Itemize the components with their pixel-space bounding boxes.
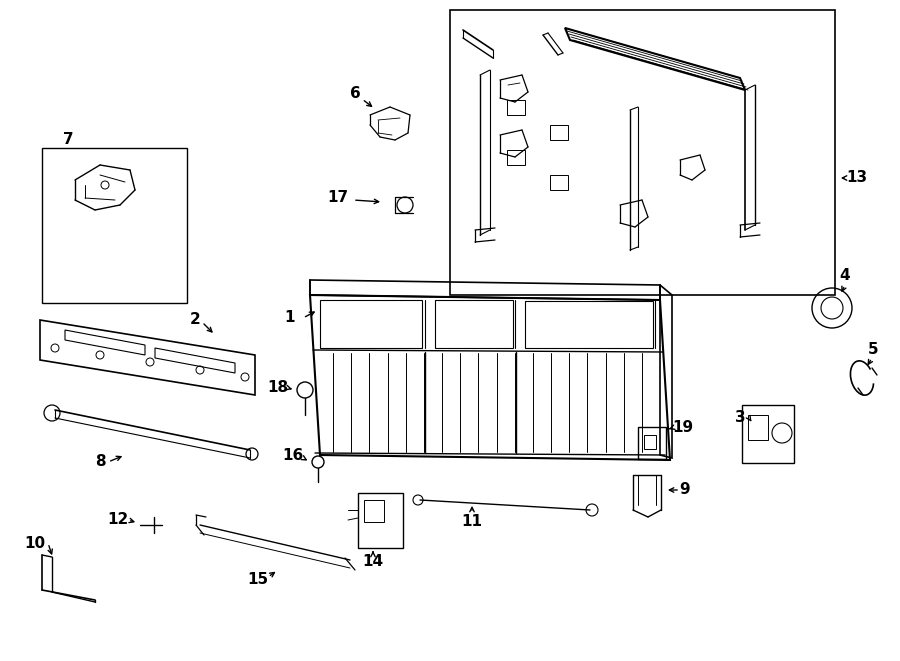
Text: 1: 1: [284, 311, 295, 325]
Text: 18: 18: [267, 381, 289, 395]
Bar: [358, 493, 403, 548]
Bar: [550, 125, 568, 140]
Text: 3: 3: [734, 410, 745, 426]
Bar: [450, 10, 835, 295]
Bar: [638, 427, 666, 459]
Text: 2: 2: [190, 313, 201, 327]
Bar: [742, 405, 794, 463]
Bar: [364, 500, 384, 522]
Text: 12: 12: [107, 512, 129, 527]
Bar: [320, 300, 422, 348]
Text: 16: 16: [283, 447, 303, 463]
Bar: [507, 100, 525, 115]
Bar: [644, 435, 656, 449]
Text: 13: 13: [846, 171, 868, 186]
Text: 19: 19: [672, 420, 694, 434]
Bar: [507, 150, 525, 165]
Bar: [550, 175, 568, 190]
Bar: [435, 300, 513, 348]
Text: 17: 17: [328, 190, 348, 206]
Text: 7: 7: [63, 132, 73, 147]
Bar: [42, 148, 187, 303]
Text: 5: 5: [868, 342, 878, 358]
Text: 14: 14: [363, 555, 383, 570]
Bar: [525, 301, 653, 348]
Bar: [748, 415, 768, 440]
Text: 10: 10: [24, 535, 46, 551]
Text: 9: 9: [680, 483, 690, 498]
Text: 15: 15: [248, 572, 268, 588]
Text: 4: 4: [840, 268, 850, 282]
Text: 6: 6: [349, 85, 360, 100]
Text: 11: 11: [462, 514, 482, 529]
Polygon shape: [40, 320, 255, 395]
Text: 8: 8: [94, 455, 105, 469]
